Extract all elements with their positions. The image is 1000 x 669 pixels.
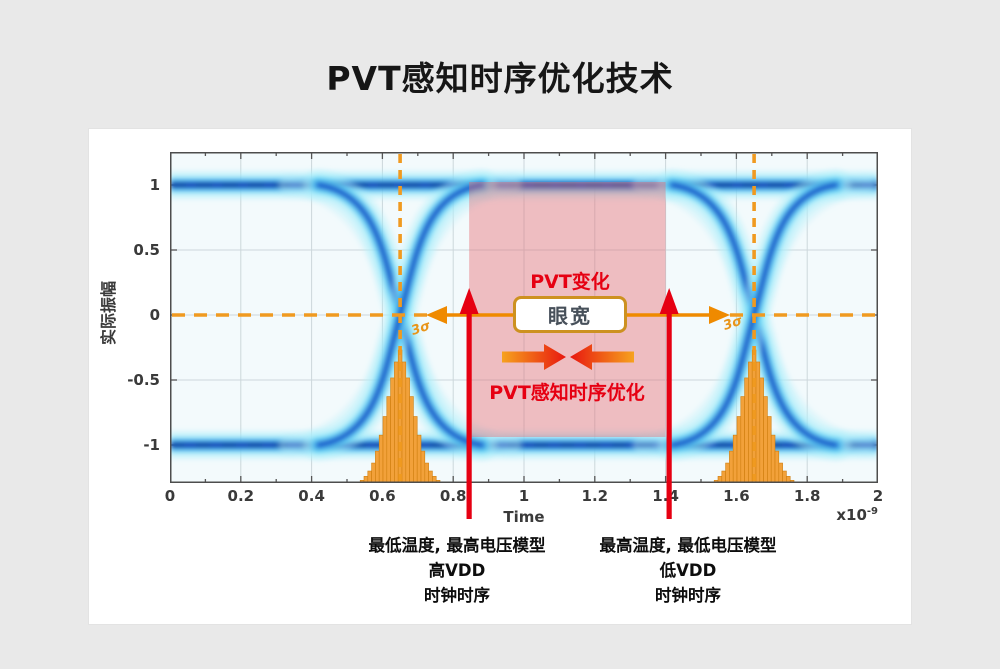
sigma-label-right: 3σ (721, 313, 745, 333)
y-tick-label: 0.5 (133, 241, 160, 259)
x-tick-label: 0.2 (227, 487, 255, 505)
y-tick-label: 0 (149, 306, 160, 324)
crossing-dashed-lines (398, 154, 756, 481)
x-tick-label: 1.4 (652, 487, 679, 505)
y-axis-label: 实际振幅 (99, 280, 118, 346)
eye-width-box: 眼宽 (513, 296, 627, 333)
x-axis-exponent: x10-9 (836, 506, 878, 524)
arrowhead-right-icon (709, 306, 730, 324)
x-tick-label: 1.8 (793, 487, 821, 505)
y-tick-label: -1 (143, 436, 160, 454)
y-tick-label: -0.5 (127, 371, 160, 389)
x-tick-label: 1 (518, 487, 530, 505)
pvt-optimization-label: PVT感知时序优化 (489, 382, 645, 404)
arrowhead-left-icon (426, 306, 447, 324)
x-tick-label: 0.4 (298, 487, 325, 505)
x-tick-label: 0 (164, 487, 176, 505)
sigma-label-left: 3σ (409, 318, 433, 338)
x-tick-label: 1.6 (723, 487, 750, 505)
x-axis-label: Time (503, 508, 545, 526)
pvt-variation-label: PVT变化 (530, 271, 610, 293)
figure-title: PVT感知时序优化技术 (326, 59, 674, 98)
y-tick-label: 1 (149, 176, 160, 194)
right-condition-text: 最高温度, 最低电压模型 低VDD 时钟时序 (599, 536, 777, 605)
x-tick-label: 2 (872, 487, 884, 505)
left-condition-text: 最低温度, 最高电压模型 高VDD 时钟时序 (368, 536, 546, 605)
x-tick-label: 1.2 (581, 487, 609, 505)
x-tick-label: 0.8 (439, 487, 467, 505)
x-tick-label: 0.6 (369, 487, 396, 505)
